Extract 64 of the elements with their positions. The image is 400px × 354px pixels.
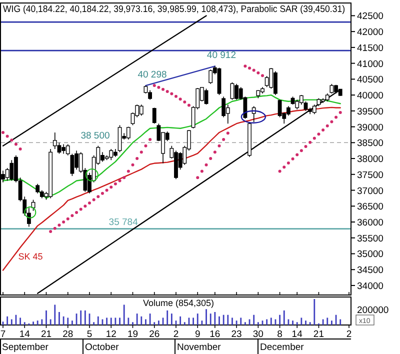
- y-tick-label: 36500: [357, 202, 384, 213]
- y-tick-label: 34000: [357, 280, 384, 292]
- y-tick-label: 35000: [357, 249, 384, 260]
- y-tick-label: 39500: [357, 106, 384, 118]
- y-tick-label: 41000: [357, 58, 384, 70]
- text: November: [177, 342, 221, 353]
- annotation: 40 912: [206, 50, 236, 62]
- x-tick-label: 8: [277, 329, 282, 340]
- x-tick-label: 28: [62, 329, 74, 340]
- candlestick: [312, 104, 316, 114]
- x-tick-label: 14: [292, 329, 302, 340]
- candlestick: [36, 184, 40, 194]
- candlestick: [126, 126, 130, 140]
- text: September: [2, 342, 48, 353]
- text: December: [260, 342, 304, 353]
- x-tick-label: 21: [40, 329, 52, 340]
- x-tick-label: 30: [252, 329, 264, 340]
- y-tick-label: 37500: [357, 170, 384, 181]
- annotation: 40 298: [138, 70, 167, 81]
- x-tick-label: 9: [194, 329, 200, 340]
- x-tick-label: 2: [346, 329, 352, 340]
- y-tick-label: 40000: [357, 90, 384, 102]
- y-tick-label: 40500: [357, 74, 384, 86]
- x-tick-label: 19: [127, 329, 138, 340]
- y-tick-label: 37000: [357, 186, 384, 197]
- x-tick-label: 23: [231, 329, 242, 340]
- x-tick-label: 21: [313, 329, 324, 340]
- y-tick-label: 41500: [357, 42, 384, 54]
- x-tick-label: 14: [19, 329, 30, 340]
- x-tick-label: 12: [106, 329, 116, 340]
- x-tick-label: 7: [0, 329, 6, 340]
- y-tick-label: 39000: [357, 122, 384, 134]
- y-tick-label: 36000: [357, 218, 384, 228]
- y-tick-label: 38000: [357, 154, 384, 166]
- x-tick-label: 16: [210, 329, 220, 340]
- text: 200000: [357, 305, 389, 316]
- candlestick: [70, 153, 74, 176]
- candlestick: [66, 144, 70, 156]
- candlestick: [230, 82, 234, 100]
- candlestick: [57, 142, 62, 154]
- line-series: [2, 106, 341, 271]
- candlestick: [52, 132, 57, 150]
- candlestick: [148, 90, 152, 100]
- y-tick-label: 38500: [357, 138, 384, 150]
- ref-line-label: 38 500: [80, 130, 110, 142]
- y-tick-label: 35500: [357, 233, 384, 244]
- x-tick-label: 2: [173, 329, 179, 340]
- ref-line-label: 35 784: [108, 216, 138, 228]
- candlestick: [109, 148, 114, 161]
- candlestick: [295, 99, 300, 110]
- candlestick: [222, 96, 226, 118]
- x-tick-label: 26: [149, 329, 160, 340]
- candlestick: [252, 106, 256, 122]
- candlestick: [139, 104, 144, 116]
- y-tick-label: 34500: [357, 265, 384, 276]
- y-tick-label: 42000: [357, 27, 384, 38]
- candlestick: [118, 124, 122, 153]
- candlestick: [208, 69, 213, 84]
- candlestick: [152, 107, 156, 124]
- chart-title: Volume (854,305): [143, 298, 214, 308]
- candlestick: [10, 160, 14, 182]
- x-tick-label: 5: [86, 329, 92, 340]
- series-label: SK 45: [18, 251, 43, 262]
- text: October: [85, 342, 119, 353]
